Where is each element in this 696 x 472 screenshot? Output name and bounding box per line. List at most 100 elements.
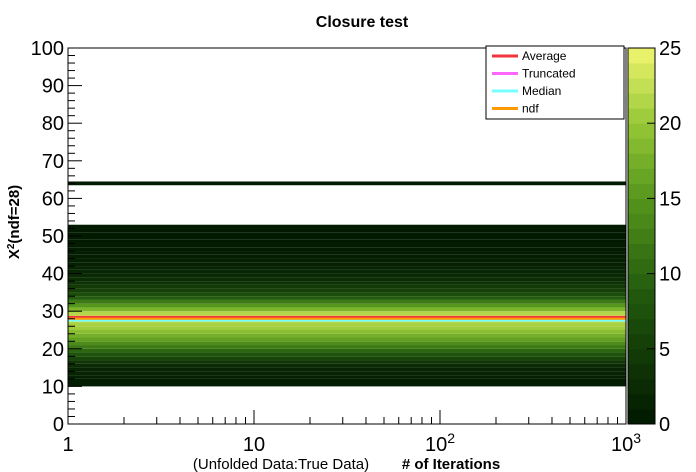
colorbar-swatch [628,123,655,139]
legend-box [485,45,625,120]
heatmap-cell [68,371,626,376]
y-tick-label: 0 [53,414,64,436]
colorbar-swatch [628,213,655,229]
heatmap-cell [68,333,626,338]
heatmap-cell [68,262,626,267]
y-tick-label: 40 [42,264,64,286]
x-tick-label: 1 [62,434,73,456]
x-axis: 1 10 102 103 [62,410,641,456]
heatmap-cell [68,239,626,244]
y-tick-label: 50 [42,226,64,248]
legend-label: Median [522,84,561,98]
colorbar-tick-label: 25 [659,38,681,60]
heatmap-cell [68,303,626,308]
colorbar-swatch [628,318,655,335]
heatmap-cell [68,247,626,252]
heatmap-cell [68,224,626,229]
heatmap-cell [68,326,626,330]
x-tick-label: 102 [425,430,455,456]
heatmap-cell [68,277,626,282]
colorbar-swatch [628,183,655,199]
y-tick-label: 90 [42,76,64,98]
heatmap-cell [68,348,626,353]
heatmap-cell [68,281,626,285]
colorbar-swatch [628,153,655,169]
heatmap-cell [68,284,626,289]
heatmap-cell [68,288,626,293]
heatmap-cell [68,330,626,334]
heatmap-cell [68,181,626,186]
colorbar-swatch [628,228,655,245]
heatmap-cell [68,243,626,248]
colorbar-swatch [628,48,655,64]
heatmap-cell [68,375,626,379]
heatmap-cell [68,311,626,315]
chart-title: Closure test [316,14,409,31]
colorbar: 0 5 10 15 20 25 [627,38,681,436]
colorbar-swatch [628,63,655,79]
colorbar-swatch [628,408,655,425]
heatmap-cell [68,352,626,357]
heatmap-cell [68,341,626,346]
colorbar-swatch [628,168,655,184]
heatmap-cell [68,258,626,263]
colorbar-swatch [628,258,655,275]
colorbar-swatch [628,273,655,290]
heatmap-cell [68,307,626,312]
heatmap-cell [68,236,626,240]
y-tick-label: 100 [31,38,64,60]
heatmap-cell [68,322,626,327]
colorbar-swatch [628,333,655,350]
x-tick-label: 10 [243,434,265,456]
heatmap-cell [68,269,626,274]
heatmap-cell [68,337,626,342]
colorbar-swatch [628,348,655,365]
y-tick-label: 60 [42,188,64,210]
y-tick-label: 20 [42,339,64,361]
colorbar-swatch [628,303,655,320]
colorbar-tick-label: 15 [659,188,681,210]
heatmap-cell [68,360,626,364]
legend-label: ndf [522,102,539,116]
colorbar-swatch [628,108,655,124]
heatmap-cell [68,378,626,387]
heatmap-cells [68,181,626,387]
colorbar-swatch [628,288,655,305]
heatmap-cell [68,367,626,372]
legend: Average Truncated Median ndf [485,45,625,120]
heatmap-cell [68,266,626,270]
heatmap-cell [68,251,626,255]
y-tick-label: 30 [42,301,64,323]
colorbar-swatch [628,198,655,214]
colorbar-tick-label: 0 [659,414,670,436]
colorbar-swatch [628,243,655,260]
heatmap-cell [68,356,626,361]
heatmap-cell [68,299,626,304]
colorbar-tick-label: 20 [659,113,681,135]
heatmap-cell [68,273,626,278]
heatmap-cell [68,296,626,300]
heatmap-cell [68,292,626,297]
heatmap-cell [68,228,626,233]
y-tick-label: 70 [42,151,64,173]
heatmap-cell [68,345,626,349]
colorbar-swatch [628,78,655,94]
colorbar-swatch [628,138,655,154]
y-axis-label: X2(ndf=28) [6,185,24,259]
statistic-lines [68,315,626,322]
x-axis-label: # of Iterations [402,456,500,472]
heatmap-cell [68,254,626,259]
x-axis-note: (Unfolded Data:True Data) [193,456,369,472]
colorbar-swatch [628,378,655,395]
y-tick-label: 80 [42,113,64,135]
heatmap-cell [68,363,626,368]
heatmap-cell [68,232,626,236]
colorbar-tick-label: 10 [659,264,681,286]
colorbar-swatch [628,363,655,380]
x-tick-label: 103 [611,430,641,456]
legend-label: Average [522,49,567,63]
y-axis: 0 10 20 30 40 50 60 70 80 90 100 [31,38,82,436]
legend-label: Truncated [522,67,576,81]
colorbar-tick-label: 5 [659,339,670,361]
